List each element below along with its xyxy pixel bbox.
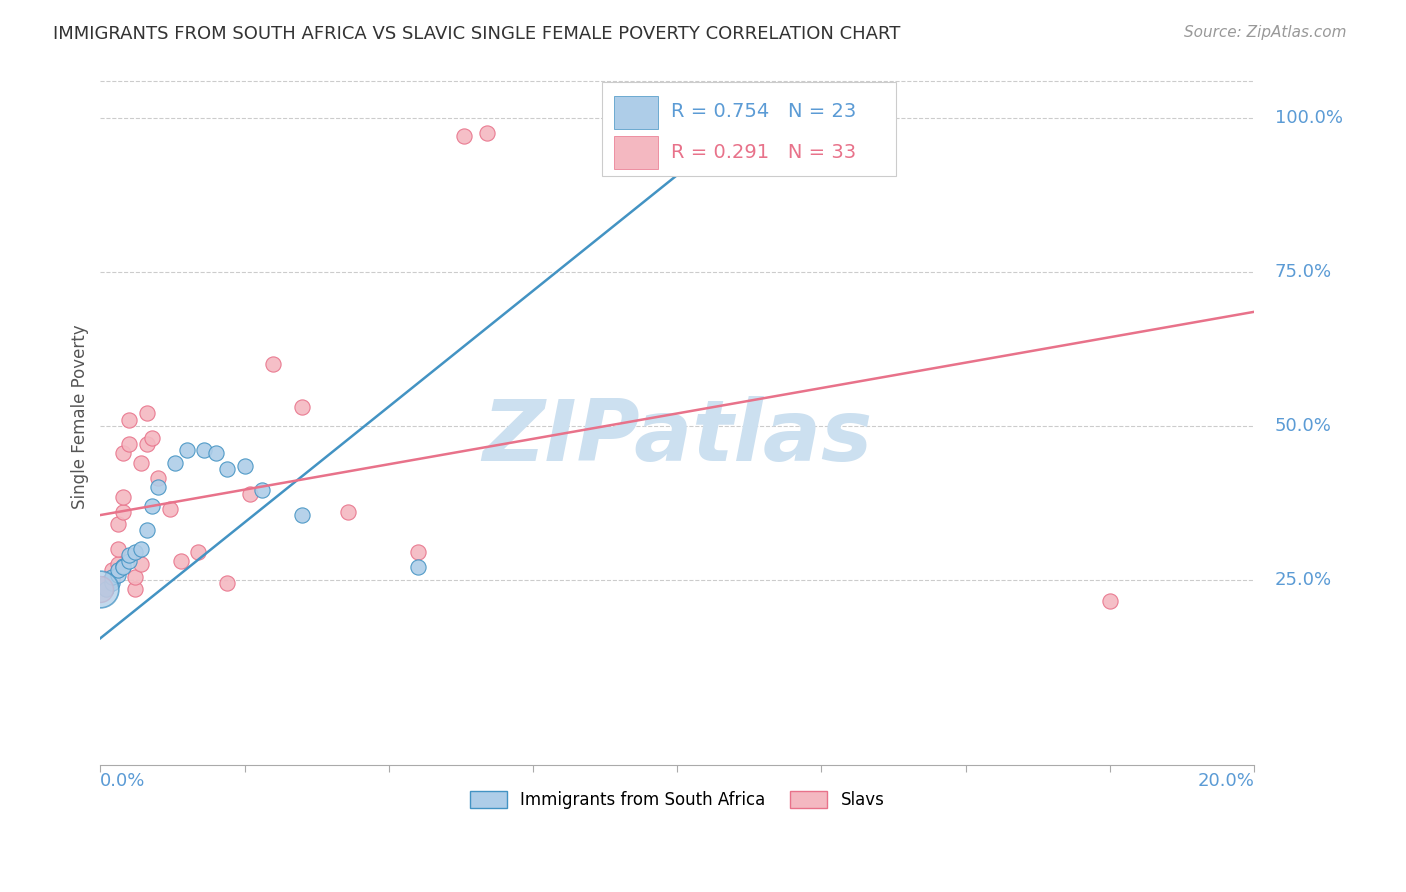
Point (118, 548, 141, 562)
Point (135, 437, 157, 451)
Point (146, 480, 169, 494)
Point (101, 564, 124, 578)
Point (107, 564, 129, 578)
Point (193, 443, 215, 458)
Point (135, 524, 157, 538)
Point (141, 431, 163, 445)
Point (129, 558, 152, 572)
Point (107, 558, 129, 572)
Text: Source: ZipAtlas.com: Source: ZipAtlas.com (1184, 25, 1347, 40)
Point (135, 406, 157, 420)
Bar (614, 95, 658, 129)
Point (101, 573, 124, 587)
Point (107, 517, 129, 532)
Point (165, 456, 187, 470)
Point (129, 541, 152, 556)
Point (124, 582, 146, 596)
Text: 20.0%: 20.0% (1198, 772, 1254, 790)
Legend: Immigrants from South Africa, Slavs: Immigrants from South Africa, Slavs (464, 784, 891, 815)
Point (406, 560, 429, 574)
Point (1098, 594, 1121, 608)
Point (101, 569, 124, 583)
Point (94, 582, 117, 596)
Point (124, 569, 146, 583)
Point (406, 545, 429, 559)
Point (129, 456, 152, 470)
Point (101, 575, 124, 590)
Text: ZIPatlas: ZIPatlas (482, 396, 872, 479)
Point (112, 490, 135, 504)
Point (89, 582, 111, 596)
Point (217, 462, 239, 476)
Point (170, 554, 193, 568)
Point (233, 458, 256, 473)
Point (204, 446, 226, 460)
Point (187, 545, 209, 559)
Point (124, 545, 146, 559)
Point (94, 575, 117, 590)
Point (291, 401, 314, 415)
Point (217, 575, 239, 590)
Point (262, 357, 284, 371)
Point (118, 554, 141, 568)
Point (89, 582, 111, 596)
Point (239, 486, 262, 500)
Point (107, 541, 129, 556)
Text: 100.0%: 100.0% (1275, 109, 1343, 127)
Point (141, 499, 163, 513)
Point (250, 483, 273, 498)
Point (112, 446, 135, 460)
Point (101, 569, 124, 583)
Point (118, 437, 141, 451)
Point (146, 471, 169, 485)
Text: R = 0.291   N = 33: R = 0.291 N = 33 (672, 143, 856, 161)
Text: IMMIGRANTS FROM SOUTH AFRICA VS SLAVIC SINGLE FEMALE POVERTY CORRELATION CHART: IMMIGRANTS FROM SOUTH AFRICA VS SLAVIC S… (53, 25, 901, 43)
Text: 25.0%: 25.0% (1275, 571, 1331, 589)
Point (94, 582, 117, 596)
Text: 0.0%: 0.0% (100, 772, 146, 790)
Point (112, 560, 135, 574)
Point (159, 502, 181, 516)
Text: 50.0%: 50.0% (1275, 417, 1331, 434)
Point (453, 129, 475, 144)
Point (118, 412, 141, 426)
Text: R = 0.754   N = 23: R = 0.754 N = 23 (672, 103, 856, 121)
FancyBboxPatch shape (602, 82, 897, 177)
Point (337, 505, 360, 519)
Bar (614, 136, 658, 169)
Point (107, 567, 129, 582)
Point (475, 126, 498, 140)
Point (176, 443, 198, 458)
Text: 75.0%: 75.0% (1275, 263, 1331, 281)
Y-axis label: Single Female Poverty: Single Female Poverty (72, 324, 89, 508)
Point (112, 559, 135, 574)
Point (291, 508, 314, 522)
Point (112, 505, 135, 519)
